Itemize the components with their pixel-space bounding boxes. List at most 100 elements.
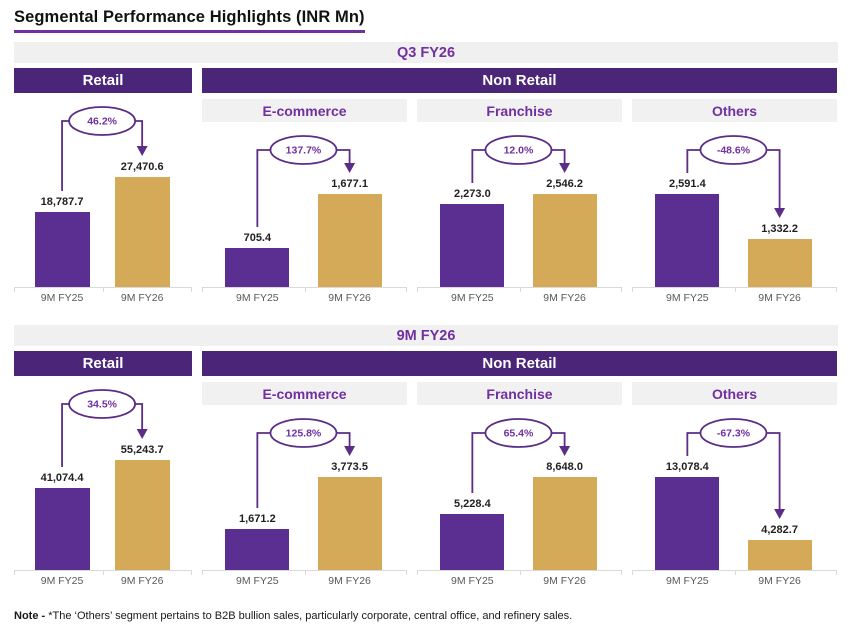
connector-right-line <box>135 403 144 430</box>
chart-q3-fy26-franchise: Franchise 2,273.0 2,546.2 12.0% 9M FY25 9M FY… <box>417 99 622 307</box>
bar-9m-fy26 <box>115 177 170 287</box>
connector-left-line <box>61 403 70 467</box>
connector-right-line <box>766 149 781 209</box>
chart-q3-fy26-retail: 18,787.7 27,470.6 46.2% 9M FY25 9M FY26 <box>14 99 192 307</box>
section-q3-fy26: Q3 FY26 Retail Non Retail 18,787.7 27,470… <box>14 42 838 307</box>
axis-tick <box>191 288 192 292</box>
bar-9m-fy25 <box>440 514 504 570</box>
bar-value-label: 705.4 <box>243 232 272 244</box>
arrowhead-icon <box>344 446 356 456</box>
growth-label: -48.6% <box>717 145 751 157</box>
growth-label: 46.2% <box>87 116 117 128</box>
period-band-q3: Q3 FY26 <box>14 42 838 63</box>
x-axis: 9M FY25 9M FY26 <box>14 571 192 590</box>
axis-tick <box>836 571 837 575</box>
axis-category-label: 9M FY26 <box>328 292 371 304</box>
axis-category-label: 9M FY26 <box>120 575 164 587</box>
segment-header-franchise: Franchise <box>417 382 622 405</box>
arrowhead-icon <box>774 208 786 218</box>
x-axis: 9M FY25 9M FY26 <box>202 571 407 590</box>
axis-tick <box>202 288 203 292</box>
bar-9m-fy26 <box>748 239 812 287</box>
chart-plot: 2,591.4 1,332.2 -48.6% <box>632 128 837 288</box>
growth-oval <box>484 418 553 448</box>
growth-oval <box>269 135 338 165</box>
axis-tick <box>103 571 104 575</box>
axis-tick <box>621 571 622 575</box>
axis-category-label: 9M FY25 <box>236 575 279 587</box>
page-title: Segmental Performance Highlights (INR Mn… <box>14 8 365 33</box>
axis-tick <box>417 288 418 292</box>
retail-band-9m: Retail <box>14 351 192 376</box>
segment-header-others: Others <box>632 99 837 122</box>
growth-oval <box>269 418 338 448</box>
bar-9m-fy25 <box>655 194 719 287</box>
bar-9m-fy26 <box>533 194 597 287</box>
bar-9m-fy25 <box>35 212 90 287</box>
axis-tick <box>836 288 837 292</box>
segment-header-others: Others <box>632 382 837 405</box>
axis-tick <box>304 288 306 292</box>
axis-category-label: 9M FY25 <box>40 575 84 587</box>
growth-label: 12.0% <box>504 145 534 157</box>
axis-category-label: 9M FY26 <box>543 292 586 304</box>
growth-oval <box>699 135 768 165</box>
growth-label: 34.5% <box>87 399 117 411</box>
footnote-text: *The ‘Others’ segment pertains to B2B bu… <box>48 610 573 622</box>
axis-category-label: 9M FY25 <box>451 292 494 304</box>
bar-value-label: 2,546.2 <box>546 178 583 190</box>
axis-tick <box>14 288 15 292</box>
axis-category-label: 9M FY26 <box>758 292 801 304</box>
bar-9m-fy26 <box>115 460 170 570</box>
axis-tick <box>417 571 418 575</box>
axis-category-label: 9M FY25 <box>666 575 709 587</box>
segment-header-franchise: Franchise <box>417 99 622 122</box>
bar-value-label: 3,773.5 <box>331 461 368 473</box>
group-band-row-q3: Retail Non Retail <box>14 68 838 93</box>
bar-value-label: 18,787.7 <box>40 196 84 208</box>
x-axis: 9M FY25 9M FY26 <box>14 288 192 307</box>
non-retail-band-9m: Non Retail <box>202 351 837 376</box>
connector-left-line <box>471 432 486 493</box>
axis-tick <box>632 288 633 292</box>
chart-9m-fy26-e-commerce: E-commerce 1,671.2 3,773.5 125.8% 9M FY25 9M … <box>202 382 407 590</box>
chart-9m-fy26-retail: 41,074.4 55,243.7 34.5% 9M FY25 9M FY26 <box>14 382 192 590</box>
bar-value-label: 1,677.1 <box>331 178 368 190</box>
connector-right-line <box>135 120 144 147</box>
growth-label: 125.8% <box>286 428 322 440</box>
arrowhead-icon <box>559 446 571 456</box>
axis-category-label: 9M FY26 <box>328 575 371 587</box>
axis-tick <box>621 288 622 292</box>
connector-left-line <box>686 149 701 173</box>
chart-q3-fy26-others: Others 2,591.4 1,332.2 -48.6% 9M FY25 9M FY26 <box>632 99 837 307</box>
growth-oval <box>68 389 137 419</box>
bar-value-label: 55,243.7 <box>120 444 164 456</box>
charts-row-q3: 18,787.7 27,470.6 46.2% 9M FY25 9M FY26 E-com… <box>14 99 838 307</box>
title-wrap: Segmental Performance Highlights (INR Mn… <box>14 8 838 33</box>
bar-value-label: 4,282.7 <box>761 524 798 536</box>
connector-left-line <box>256 432 271 508</box>
growth-label: 65.4% <box>504 428 534 440</box>
connector-right-line <box>766 432 781 510</box>
connector-right-line <box>551 149 566 164</box>
bar-value-label: 2,273.0 <box>453 188 491 200</box>
growth-oval <box>699 418 768 448</box>
arrowhead-icon <box>136 429 148 439</box>
bar-9m-fy25 <box>440 204 504 287</box>
bar-9m-fy26 <box>748 540 812 570</box>
charts-row-9m: 41,074.4 55,243.7 34.5% 9M FY25 9M FY26 E-com… <box>14 382 838 590</box>
axis-category-label: 9M FY25 <box>40 292 84 304</box>
chart-plot: 5,228.4 8,648.0 65.4% <box>417 411 622 571</box>
bar-9m-fy25 <box>225 529 289 570</box>
arrowhead-icon <box>136 146 148 156</box>
axis-tick <box>103 288 104 292</box>
non-retail-band-q3: Non Retail <box>202 68 837 93</box>
arrowhead-icon <box>774 509 786 519</box>
growth-oval <box>484 135 553 165</box>
axis-tick <box>202 571 203 575</box>
chart-plot: 705.4 1,677.1 137.7% <box>202 128 407 288</box>
chart-plot: 1,671.2 3,773.5 125.8% <box>202 411 407 571</box>
axis-category-label: 9M FY25 <box>451 575 494 587</box>
bar-value-label: 8,648.0 <box>546 461 583 473</box>
